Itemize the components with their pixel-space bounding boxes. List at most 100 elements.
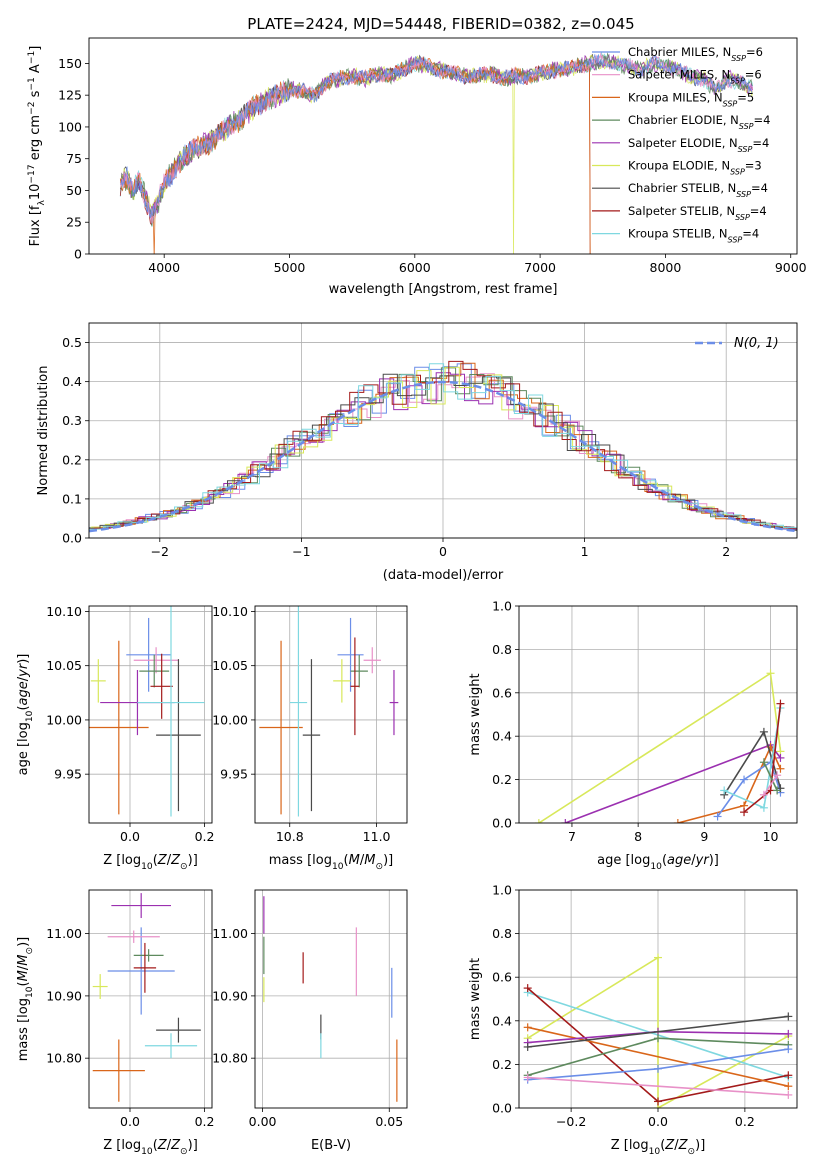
- y-axis-label: mass weight: [468, 673, 483, 755]
- legend-sub: SSP: [723, 99, 738, 108]
- legend-sub: SSP: [735, 212, 750, 221]
- label-part: ⊙: [375, 862, 383, 872]
- x-tick-label: 0: [439, 544, 447, 559]
- x-tick-label: 7: [568, 829, 576, 844]
- legend-n-ssp: =5: [737, 90, 754, 104]
- axes-frame: [88, 889, 213, 1109]
- y-tick-label: 10.05: [46, 658, 82, 673]
- x-tick-label: 0.0: [120, 829, 140, 844]
- y-tick-label: 50: [66, 183, 82, 198]
- y-tick-label: 1.0: [492, 883, 512, 898]
- y-tick-label: 0.0: [492, 1101, 512, 1116]
- label-part: Z [log: [103, 1138, 141, 1153]
- legend-label: Salpeter STELIB, NSSP=4: [628, 204, 767, 222]
- label-part: age [log: [16, 722, 31, 775]
- label-part: ⊙: [25, 947, 35, 955]
- x-tick-label: 9000: [775, 260, 807, 275]
- label-part: Z: [170, 853, 181, 868]
- label-part: mass [log: [16, 998, 31, 1061]
- y-tick-label: 11.00: [46, 926, 82, 941]
- label-part: /: [16, 676, 31, 681]
- histogram-step: [89, 373, 797, 530]
- weight-line: [527, 1015, 789, 1048]
- legend-series-name: Chabrier ELODIE, N: [628, 113, 739, 127]
- label-part: /: [360, 853, 365, 868]
- y-tick-label: 10.05: [212, 658, 248, 673]
- y-tick-label: 1.0: [492, 599, 512, 614]
- label-part: Z: [664, 1138, 675, 1153]
- legend-sub: SSP: [730, 167, 745, 176]
- legend-series-name: Chabrier STELIB, N: [628, 181, 736, 195]
- legend-label: Kroupa STELIB, NSSP=4: [628, 227, 759, 245]
- y-tick-label: 0.2: [492, 772, 512, 787]
- legend-sub: SSP: [728, 235, 743, 244]
- label-part: (: [662, 853, 667, 868]
- label-part: λ: [37, 200, 47, 206]
- y-tick-label: 0.4: [62, 374, 82, 389]
- label-part: ⊙: [688, 1147, 696, 1157]
- axes-frame: [88, 322, 798, 539]
- plot-background: [89, 606, 212, 823]
- y-tick-label: 10.10: [212, 604, 248, 619]
- y-tick-label: 150: [58, 56, 82, 71]
- label-part: A: [28, 64, 43, 77]
- x-tick-label: 8000: [650, 260, 682, 275]
- x-tick-label: 0.0: [648, 1114, 668, 1129]
- legend-n-ssp: =6: [745, 68, 762, 82]
- label-part: 10: [332, 862, 344, 872]
- y-axis-label: Normed distribution: [36, 366, 51, 496]
- legend-series-name: Chabrier MILES, N: [628, 45, 731, 59]
- x-tick-label: 4000: [148, 260, 180, 275]
- legend-n-ssp: =4: [751, 181, 768, 195]
- label-part: )]: [188, 1138, 198, 1153]
- axes-frame: [518, 889, 798, 1109]
- label-part: /: [167, 853, 172, 868]
- axes-frame: [88, 605, 213, 824]
- y-tick-label: 0.2: [492, 1057, 512, 1072]
- x-tick-label: 0.00: [249, 1114, 277, 1129]
- x-tick-label: −1: [292, 544, 310, 559]
- legend-series-name: Kroupa ELODIE, N: [628, 159, 730, 173]
- label-part: ⊙: [180, 1147, 188, 1157]
- y-tick-label: 11.00: [212, 926, 248, 941]
- y-axis-label: mass weight: [468, 958, 483, 1040]
- y-tick-label: 10.90: [212, 988, 248, 1003]
- label-part: ⊙: [180, 862, 188, 872]
- x-axis-label: Z [log10(Z/Z⊙)]: [103, 1138, 198, 1157]
- plot-area: [92, 893, 201, 1102]
- panel-weight_vs_Z: −0.2 0.0 0.20.00.20.40.60.81.0Z [log10(Z/Z…: [468, 883, 798, 1157]
- plot-background: [255, 890, 407, 1108]
- label-part: 10: [141, 862, 153, 872]
- x-tick-label: 9: [700, 829, 708, 844]
- label-part: yr: [695, 853, 711, 868]
- legend-n-ssp: =4: [752, 136, 769, 150]
- label-part: Z: [157, 1138, 168, 1153]
- label-part: 10: [25, 986, 35, 998]
- axes-frame: [254, 605, 408, 824]
- x-axis-label: mass [log10(M/M⊙)]: [269, 853, 393, 872]
- label-part: )]: [16, 654, 31, 664]
- label-part: Z: [170, 1138, 181, 1153]
- label-part: Z [log: [103, 853, 141, 868]
- label-part: (: [153, 853, 158, 868]
- plot-area: [523, 953, 793, 1108]
- legend-n-ssp: =4: [742, 227, 759, 241]
- y-tick-label: 10.00: [212, 712, 248, 727]
- label-part: (: [660, 1138, 665, 1153]
- label-part: /: [167, 1138, 172, 1153]
- legend-label: Salpeter ELODIE, NSSP=4: [628, 136, 769, 154]
- x-tick-label: 5000: [274, 260, 306, 275]
- label-part: erg cm: [28, 115, 43, 164]
- x-axis-label: Z [log10(Z/Z⊙)]: [611, 1138, 706, 1157]
- axes-frame: [518, 605, 798, 824]
- x-tick-label: 6000: [399, 260, 431, 275]
- y-axis-label: Flux [fλ10−17 erg cm−2 s−1 A−1]: [27, 46, 47, 247]
- weight-line: [527, 1026, 789, 1087]
- legend-label: Salpeter MILES, NSSP=6: [628, 68, 762, 86]
- label-part: M: [364, 853, 375, 868]
- plot-area: [89, 606, 205, 817]
- x-axis-label: wavelength [Angstrom, rest frame]: [329, 282, 558, 297]
